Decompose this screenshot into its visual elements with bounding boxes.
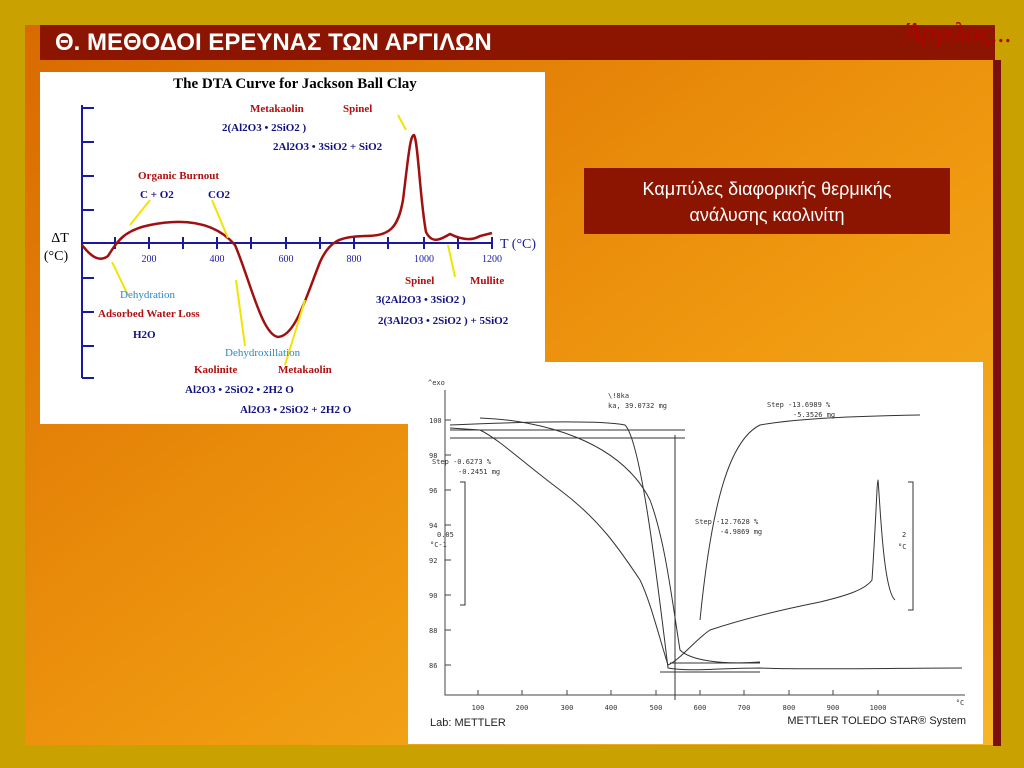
annotation: 2 bbox=[902, 531, 906, 539]
y-label: (°C) bbox=[44, 249, 69, 264]
annotation: -4.9869 mg bbox=[720, 528, 762, 536]
logo: Άργιλος... bbox=[902, 18, 1012, 49]
guide-lines bbox=[450, 429, 914, 700]
footer-left: Lab: METTLER bbox=[430, 717, 506, 729]
annotation: C + O2 bbox=[140, 189, 174, 201]
annotation: Al2O3 • 2SiO2 • 2H2 O bbox=[185, 384, 294, 396]
annotation: Spinel bbox=[343, 103, 372, 115]
figure-background bbox=[408, 362, 983, 744]
x-tick-label: 400 bbox=[605, 704, 618, 712]
caption-line: Καμπύλες διαφορικής θερμικής bbox=[643, 179, 892, 199]
annotation: -5.3526 mg bbox=[793, 411, 835, 419]
side-bar bbox=[993, 60, 1001, 746]
annotation: Metakaolin bbox=[250, 103, 304, 115]
annotation: -0.2451 mg bbox=[458, 468, 500, 476]
x-tick-label: 200 bbox=[516, 704, 529, 712]
y-label: ΔT bbox=[51, 231, 69, 246]
y-title: ^exo bbox=[428, 379, 445, 387]
dta-curve bbox=[449, 427, 896, 666]
dta-curve bbox=[81, 133, 493, 339]
annotation: H2O bbox=[133, 329, 156, 341]
annotation: 2(3Al2O3 • 2SiO2 ) + 5SiO2 bbox=[378, 315, 509, 327]
tg-step-curve bbox=[699, 414, 921, 621]
x-tick-label: 800 bbox=[347, 254, 362, 265]
y-tick-label: 92 bbox=[429, 557, 437, 565]
annotation: °C bbox=[898, 543, 906, 551]
annotation: 3(2Al2O3 • 3SiO2 ) bbox=[376, 294, 466, 306]
annotation: Kaolinite bbox=[194, 364, 238, 376]
title-bar bbox=[40, 25, 995, 60]
annotation: 2(Al2O3 • 2SiO2 ) bbox=[222, 122, 307, 134]
x-tick-label: 600 bbox=[694, 704, 707, 712]
annotation: Dehydration bbox=[120, 289, 175, 301]
dtg-curve bbox=[479, 417, 761, 664]
caption-line: ανάλυσης καολινίτη bbox=[690, 205, 845, 225]
annotation: °C-1 bbox=[430, 541, 447, 549]
y-tick-label: 98 bbox=[429, 452, 437, 460]
annotation: Spinel bbox=[405, 275, 434, 287]
annotation: Adsorbed Water Loss bbox=[98, 308, 200, 320]
axes bbox=[81, 105, 493, 379]
x-tick-label: 100 bbox=[472, 704, 485, 712]
annotation: Dehydroxillation bbox=[225, 347, 301, 359]
x-unit: °C bbox=[956, 699, 964, 707]
annotation: Al2O3 • 2SiO2 + 2H2 O bbox=[240, 404, 352, 416]
y-tick-label: 86 bbox=[429, 662, 437, 670]
x-label: T (°C) bbox=[500, 237, 536, 252]
figure-title: The DTA Curve for Jackson Ball Clay bbox=[173, 76, 417, 92]
y-tick-label: 94 bbox=[429, 522, 437, 530]
y-tick-label: 100 bbox=[429, 417, 442, 425]
x-tick-label: 300 bbox=[561, 704, 574, 712]
y-tick-label: 90 bbox=[429, 592, 437, 600]
annotation: CO2 bbox=[208, 189, 231, 201]
x-tick-label: 500 bbox=[650, 704, 663, 712]
x-tick-label: 200 bbox=[142, 254, 157, 265]
axes bbox=[444, 390, 965, 696]
annotation: 2Al2O3 • 3SiO2 + SiO2 bbox=[273, 141, 383, 153]
caption-box bbox=[584, 168, 950, 234]
annotation: \!8ka bbox=[608, 392, 629, 400]
x-tick-label: 900 bbox=[827, 704, 840, 712]
footer-right: METTLER TOLEDO STAR® System bbox=[787, 715, 966, 727]
annotation: Step -13.6989 % bbox=[767, 401, 831, 409]
x-tick-label: 600 bbox=[279, 254, 294, 265]
y-tick-label: 88 bbox=[429, 627, 437, 635]
annotation: Organic Burnout bbox=[138, 170, 219, 182]
y-tick-label: 96 bbox=[429, 487, 437, 495]
annotation: Step -12.7628 % bbox=[695, 518, 759, 526]
x-tick-label: 1000 bbox=[870, 704, 887, 712]
x-tick-label: 700 bbox=[738, 704, 751, 712]
annotation: Step -0.6273 % bbox=[432, 458, 492, 466]
x-tick-label: 400 bbox=[210, 254, 225, 265]
tg-curve bbox=[449, 421, 963, 671]
pointer-arrows bbox=[111, 114, 456, 366]
x-tick-label: 1000 bbox=[414, 254, 434, 265]
annotation: Mullite bbox=[470, 275, 504, 287]
x-tick-label: 1200 bbox=[482, 254, 502, 265]
mettler-figure: ^exo 100 98 96 94 92 90 88 86 100 200 30… bbox=[408, 362, 983, 744]
annotation: 0.05 bbox=[437, 531, 454, 539]
annotation: ka, 39.0732 mg bbox=[608, 402, 667, 410]
x-tick-label: 800 bbox=[783, 704, 796, 712]
annotation: Metakaolin bbox=[278, 364, 332, 376]
slide-title: Θ. ΜΕΘΟΔΟΙ ΕΡΕΥΝΑΣ ΤΩΝ ΑΡΓΙΛΩΝ bbox=[55, 29, 492, 56]
